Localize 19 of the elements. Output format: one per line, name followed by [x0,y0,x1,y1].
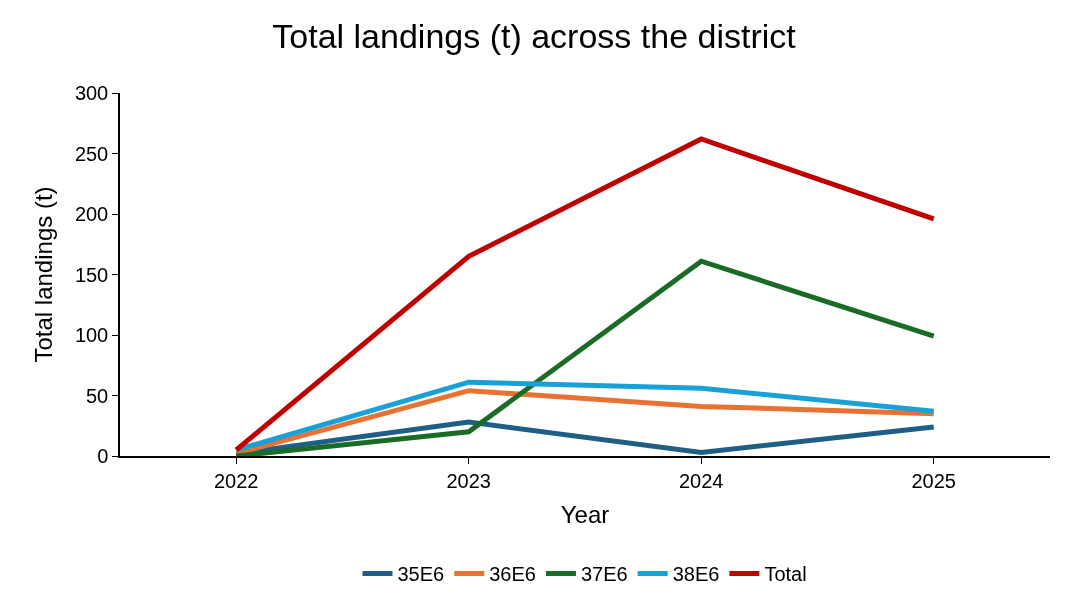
y-tick-label: 0 [97,445,109,467]
y-axis-title: Total landings (t) [30,186,58,363]
y-tick-label: 300 [74,82,109,104]
x-tick-label: 2023 [446,469,491,492]
legend-label: 38E6 [672,563,720,586]
x-tick-label: 2024 [679,469,724,492]
y-tick-label: 150 [74,263,109,286]
legend-label: 35E6 [397,563,445,586]
x-axis-title: Year [560,500,610,528]
legend-label: Total [764,563,807,586]
x-tick-label: 2025 [911,469,956,492]
x-tick-label: 2022 [214,469,259,492]
y-tick-label: 250 [74,142,109,165]
y-tick-label: 50 [86,384,109,407]
legend-label: 36E6 [489,563,536,586]
y-tick-label: 200 [74,203,109,225]
legend-label: 37E6 [580,563,628,586]
chart-title: Total landings (t) across the district [272,17,797,55]
y-tick-label: 100 [74,324,109,346]
